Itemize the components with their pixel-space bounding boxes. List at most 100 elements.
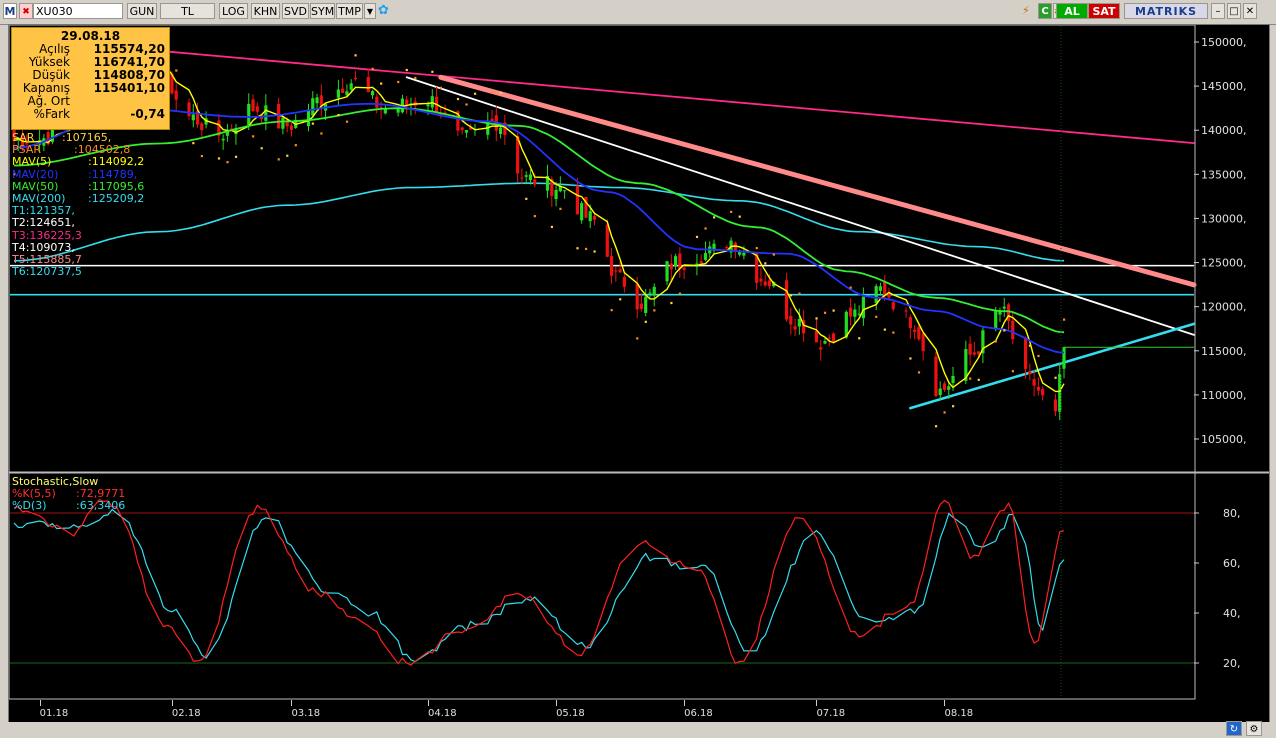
candle-body bbox=[1062, 347, 1066, 369]
sar-dot bbox=[456, 97, 460, 101]
sar-dot bbox=[764, 262, 767, 265]
date-tick bbox=[428, 700, 430, 706]
candle-body bbox=[528, 174, 533, 181]
sar-dot bbox=[858, 337, 861, 340]
sym-button[interactable]: SYM bbox=[310, 3, 335, 19]
legend-name: SAR bbox=[12, 131, 35, 144]
legend-value: :120737,5 bbox=[25, 265, 82, 279]
period-button[interactable]: GUN bbox=[127, 3, 157, 19]
price-tick-label: 140000, bbox=[1201, 124, 1247, 137]
candle-body bbox=[516, 136, 520, 174]
candle-body bbox=[289, 125, 294, 130]
legend-mav200: MAV(200):125209,2 bbox=[12, 192, 144, 205]
candle-body bbox=[755, 252, 759, 283]
symbol-flag-icon[interactable]: ✖ bbox=[19, 3, 33, 19]
sync-icon[interactable]: ↻ bbox=[1226, 721, 1242, 736]
candle-body bbox=[255, 106, 259, 112]
symbol-input[interactable]: XU030 bbox=[33, 3, 123, 19]
candle-body bbox=[439, 112, 443, 117]
candle-body bbox=[311, 98, 315, 116]
candle-body bbox=[938, 388, 942, 396]
chart-canvas[interactable]: 150000, 145000, 140000, 135000, 130000, 12500… bbox=[8, 24, 1269, 701]
candle-body bbox=[908, 317, 912, 328]
sell-button[interactable]: SAT bbox=[1088, 3, 1120, 19]
maximize-icon[interactable]: □ bbox=[1227, 3, 1241, 19]
date-tick-label: 05.18 bbox=[556, 708, 585, 719]
candle-body bbox=[170, 73, 174, 94]
legend-name: MAV(50) bbox=[12, 179, 59, 193]
stochastic-panel-frame bbox=[8, 472, 1196, 700]
candle-body bbox=[891, 302, 895, 310]
candle-body bbox=[994, 310, 998, 330]
candle-body bbox=[469, 127, 473, 130]
candle-body bbox=[247, 103, 251, 125]
candle-body bbox=[742, 252, 746, 256]
lightning-icon[interactable]: ⚡ bbox=[1022, 4, 1030, 17]
candle-body bbox=[682, 267, 686, 270]
legend-t5: T5:115885,7 bbox=[12, 254, 82, 266]
chart-area[interactable]: 150000, 145000, 140000, 135000, 130000, 12500… bbox=[8, 24, 1270, 702]
sar-dot bbox=[431, 70, 434, 73]
dropdown-icon[interactable]: ▼ bbox=[364, 3, 376, 19]
currency-button[interactable]: TL bbox=[160, 3, 215, 19]
brand-logo: MATRIKS bbox=[1124, 3, 1208, 19]
candle-body bbox=[853, 309, 857, 317]
legend-name: MAV(20) bbox=[12, 167, 59, 181]
price-panel-frame bbox=[8, 24, 1196, 473]
stoch-d-legend: %D(3):63,3406 bbox=[12, 500, 125, 512]
date-tick bbox=[556, 700, 558, 706]
candle-body bbox=[575, 185, 580, 215]
buy-button[interactable]: AL bbox=[1056, 3, 1088, 19]
info-date: 29.08.18 bbox=[60, 29, 121, 43]
sar-dot bbox=[952, 405, 955, 408]
sar-dot bbox=[320, 132, 323, 135]
stochastic-axis: 80, 60, 40, 20, bbox=[1194, 507, 1241, 670]
svd-button[interactable]: SVD bbox=[282, 3, 309, 19]
candle-body bbox=[652, 286, 656, 296]
candle-body bbox=[498, 127, 503, 134]
sar-dot bbox=[610, 309, 613, 312]
candle-body bbox=[191, 114, 195, 121]
candle-body bbox=[639, 303, 644, 309]
minimize-icon[interactable]: – bbox=[1211, 3, 1225, 19]
stoch-tick-label: 80, bbox=[1223, 507, 1241, 520]
matriks-logo-icon: M bbox=[3, 3, 17, 19]
close-icon[interactable]: ✕ bbox=[1243, 3, 1257, 19]
candle-body bbox=[814, 330, 819, 343]
tmp-button[interactable]: TMP bbox=[336, 3, 363, 19]
candle-body bbox=[802, 320, 806, 334]
date-tick-label: 06.18 bbox=[684, 708, 713, 719]
sar-dot bbox=[738, 215, 741, 218]
stoch-d-value: :63,3406 bbox=[76, 499, 126, 512]
candle-body bbox=[584, 196, 588, 218]
sar-dot bbox=[234, 155, 238, 158]
candle-body bbox=[430, 96, 434, 108]
candle-body bbox=[345, 91, 349, 96]
legend-value: :117095,6 bbox=[88, 179, 145, 193]
refresh-icon[interactable]: C bbox=[1038, 3, 1052, 19]
sar-dot bbox=[943, 411, 946, 414]
log-button[interactable]: LOG bbox=[219, 3, 248, 19]
candle-body bbox=[490, 118, 494, 122]
legend-name: T2 bbox=[12, 216, 26, 230]
price-tick-label: 130000, bbox=[1201, 212, 1247, 225]
sar-dot bbox=[849, 286, 852, 289]
candle-body bbox=[968, 343, 972, 355]
candle-body bbox=[285, 120, 289, 127]
candle-body bbox=[225, 129, 230, 136]
sar-dot bbox=[337, 113, 340, 117]
settings-icon[interactable]: ⚙ bbox=[1246, 721, 1262, 736]
khn-button[interactable]: KHN bbox=[251, 3, 280, 19]
mav50-line bbox=[14, 107, 1065, 334]
candle-body bbox=[533, 179, 537, 185]
twitter-icon[interactable]: ✿ bbox=[378, 3, 389, 18]
candle-body bbox=[464, 130, 469, 133]
legend-name: MAV(200) bbox=[12, 192, 66, 205]
candle-body bbox=[306, 109, 311, 127]
legend-psar: PSAR:104502,8 bbox=[12, 144, 130, 156]
sar-dot bbox=[525, 197, 528, 200]
candle-body bbox=[1036, 386, 1040, 391]
candle-body bbox=[827, 337, 831, 339]
sar-dot bbox=[798, 292, 801, 295]
sar-dot bbox=[823, 311, 827, 314]
